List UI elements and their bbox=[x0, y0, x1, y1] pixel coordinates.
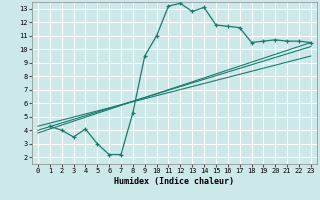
X-axis label: Humidex (Indice chaleur): Humidex (Indice chaleur) bbox=[115, 177, 234, 186]
